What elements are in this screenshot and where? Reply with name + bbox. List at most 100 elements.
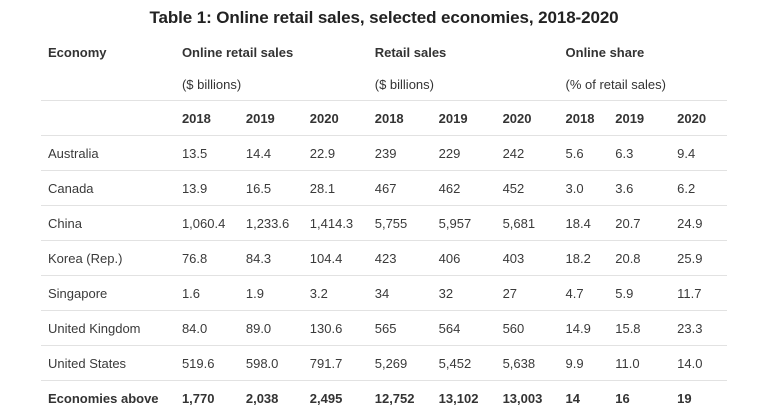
value-cell: 13,102 <box>438 391 479 406</box>
value-cell: 28.1 <box>302 170 368 206</box>
value-cell: 84.0 <box>174 310 239 346</box>
value-cell: 452 <box>495 170 559 206</box>
value-cell: 3.6 <box>608 170 671 206</box>
unit-online-retail: ($ billions) <box>174 68 368 101</box>
value-cell: 2,495 <box>309 391 343 406</box>
value-cell: 403 <box>495 240 559 276</box>
value-cell: 1,770 <box>181 391 215 406</box>
empty-cell <box>41 100 175 136</box>
unit-header-row: ($ billions) ($ billions) (% of retail s… <box>41 68 727 101</box>
value-cell: 5,638 <box>495 345 559 381</box>
value-cell: 9.4 <box>670 135 727 171</box>
value-cell: 76.8 <box>174 240 239 276</box>
year-header: 2019 <box>431 100 496 136</box>
value-cell: 242 <box>495 135 559 171</box>
table-row: United Kingdom 84.0 89.0 130.6 565 564 560 14.9… <box>41 310 727 346</box>
value-cell: 519.6 <box>174 345 239 381</box>
value-cell: 239 <box>367 135 432 171</box>
value-cell: 1.9 <box>238 275 303 311</box>
value-cell: 13.5 <box>174 135 239 171</box>
economy-cell: Economies above <box>48 391 159 406</box>
value-cell: 467 <box>367 170 432 206</box>
economy-cell: United Kingdom <box>41 310 175 346</box>
year-header: 2018 <box>367 100 432 136</box>
year-header: 2019 <box>238 100 303 136</box>
value-cell: 20.7 <box>608 205 671 241</box>
total-row: Economies above 1,770 2,038 2,495 12,752 13,1… <box>41 381 727 417</box>
value-cell: 1,233.6 <box>238 205 303 241</box>
year-header: 2020 <box>495 100 559 136</box>
economy-cell: United States <box>41 345 175 381</box>
year-header: 2020 <box>302 100 368 136</box>
value-cell: 1,414.3 <box>302 205 368 241</box>
value-cell: 27 <box>495 275 559 311</box>
value-cell: 18.4 <box>558 205 609 241</box>
table-row: United States 519.6 598.0 791.7 5,269 5,452 5,… <box>41 345 727 381</box>
value-cell: 130.6 <box>302 310 368 346</box>
unit-online-share: (% of retail sales) <box>558 68 727 101</box>
value-cell: 22.9 <box>302 135 368 171</box>
table-row: Singapore 1.6 1.9 3.2 34 32 27 4.7 5.9 11.7 <box>41 275 727 311</box>
value-cell: 16 <box>615 391 630 406</box>
value-cell: 6.3 <box>608 135 671 171</box>
economy-cell: Canada <box>41 170 175 206</box>
value-cell: 25.9 <box>670 240 727 276</box>
group-header-online-retail: Online retail sales <box>181 44 294 60</box>
value-cell: 5,681 <box>495 205 559 241</box>
value-cell: 5.9 <box>608 275 671 311</box>
value-cell: 104.4 <box>302 240 368 276</box>
year-header-row: 2018 2019 2020 2018 2019 2020 2018 2019 … <box>41 100 727 136</box>
value-cell: 791.7 <box>302 345 368 381</box>
economy-header: Economy <box>48 44 107 60</box>
value-cell: 406 <box>431 240 496 276</box>
value-cell: 5,957 <box>431 205 496 241</box>
value-cell: 565 <box>367 310 432 346</box>
value-cell: 14.0 <box>670 345 727 381</box>
group-header-online-share: Online share <box>565 44 645 60</box>
value-cell: 12,752 <box>374 391 415 406</box>
economy-cell: Singapore <box>41 275 175 311</box>
value-cell: 23.3 <box>670 310 727 346</box>
value-cell: 462 <box>431 170 496 206</box>
economy-cell: China <box>41 205 175 241</box>
table-title: Table 1: Online retail sales, selected e… <box>149 8 619 27</box>
value-cell: 34 <box>367 275 432 311</box>
value-cell: 32 <box>431 275 496 311</box>
year-header: 2018 <box>558 100 609 136</box>
economy-cell: Australia <box>41 135 175 171</box>
value-cell: 1.6 <box>174 275 239 311</box>
value-cell: 15.8 <box>608 310 671 346</box>
year-header: 2018 <box>174 100 239 136</box>
value-cell: 13,003 <box>502 391 543 406</box>
value-cell: 84.3 <box>238 240 303 276</box>
table-row: China 1,060.4 1,233.6 1,414.3 5,755 5,957 5,68… <box>41 205 727 241</box>
year-header: 2019 <box>608 100 671 136</box>
group-header-row: Economy Online retail sales Retail sales… <box>41 36 727 68</box>
value-cell: 4.7 <box>558 275 609 311</box>
value-cell: 11.7 <box>670 275 727 311</box>
year-header: 2020 <box>670 100 727 136</box>
value-cell: 14.4 <box>238 135 303 171</box>
value-cell: 5,269 <box>367 345 432 381</box>
value-cell: 89.0 <box>238 310 303 346</box>
value-cell: 2,038 <box>245 391 279 406</box>
value-cell: 423 <box>367 240 432 276</box>
value-cell: 11.0 <box>608 345 671 381</box>
value-cell: 3.0 <box>558 170 609 206</box>
economy-cell: Korea (Rep.) <box>41 240 175 276</box>
value-cell: 1,060.4 <box>174 205 239 241</box>
value-cell: 24.9 <box>670 205 727 241</box>
table-row: Canada 13.9 16.5 28.1 467 462 452 3.0 3.6 6.2 <box>41 170 727 206</box>
value-cell: 14.9 <box>558 310 609 346</box>
value-cell: 6.2 <box>670 170 727 206</box>
value-cell: 229 <box>431 135 496 171</box>
table-body: Australia 13.5 14.4 22.9 239 229 242 5.6 6.3 9.4 C… <box>41 135 727 417</box>
value-cell: 5.6 <box>558 135 609 171</box>
empty-cell <box>41 68 175 101</box>
value-cell: 16.5 <box>238 170 303 206</box>
value-cell: 598.0 <box>238 345 303 381</box>
value-cell: 5,452 <box>431 345 496 381</box>
unit-retail: ($ billions) <box>367 68 559 101</box>
value-cell: 560 <box>495 310 559 346</box>
